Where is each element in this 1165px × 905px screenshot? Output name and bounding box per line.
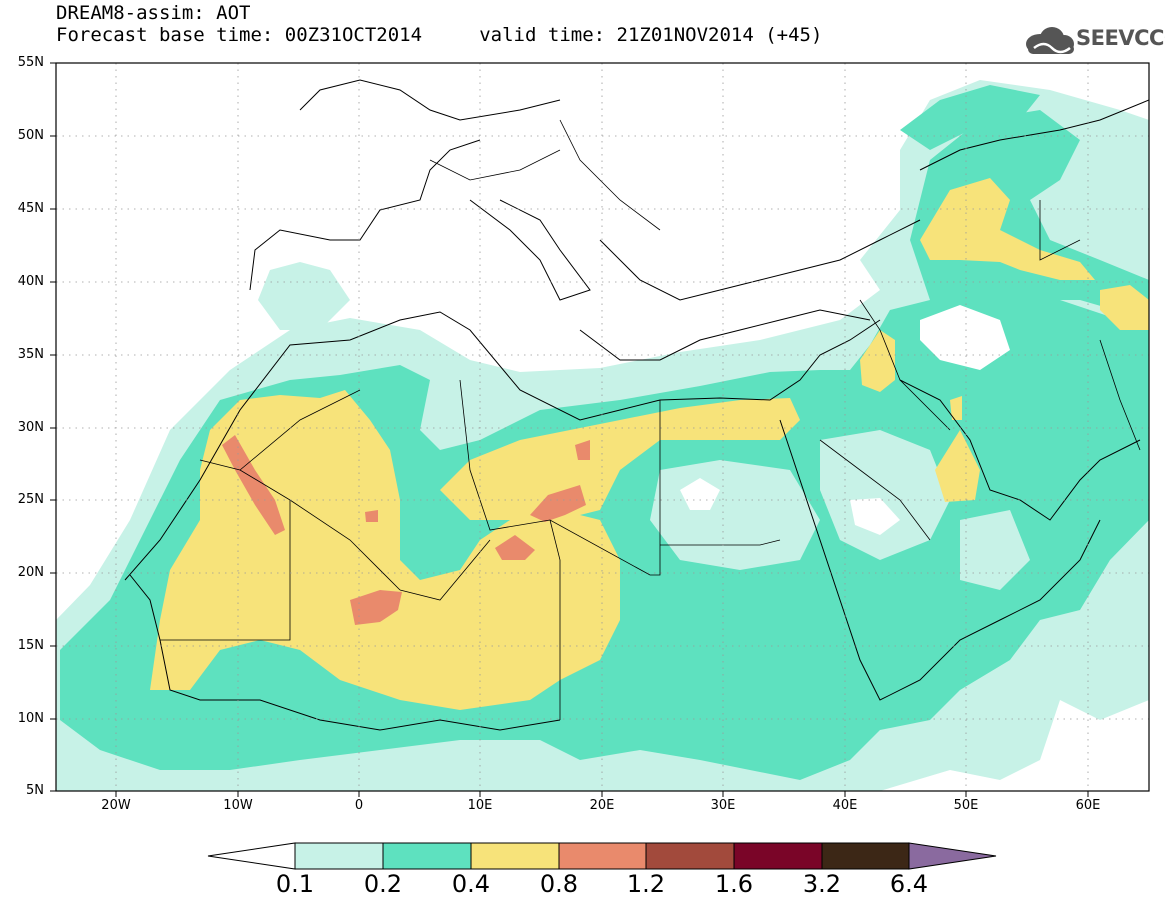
coastlines: [124, 79, 1149, 731]
colorbar-cell: [382, 842, 472, 870]
lon-label: 60E: [1075, 798, 1101, 813]
colorbar-cell: [558, 842, 647, 870]
lat-label: 25N: [17, 492, 44, 507]
lon-label: 40E: [832, 798, 858, 813]
lon-label: 10E: [467, 798, 493, 813]
colorbar-cell: [821, 842, 910, 870]
lat-label: 50N: [17, 128, 44, 143]
cloud-icon: [1026, 27, 1074, 54]
colorbar-label: 0.4: [451, 870, 491, 898]
lat-label: 5N: [26, 783, 44, 798]
colorbar-label: 0.1: [275, 870, 315, 898]
lat-label: 20N: [17, 565, 44, 580]
colorbar-cell: [645, 842, 735, 870]
lat-label: 30N: [17, 420, 44, 435]
logo-text: SEEVCCC: [1076, 26, 1165, 50]
grid-lines: [56, 63, 1149, 791]
lat-label: 10N: [17, 711, 44, 726]
lat-label: 40N: [17, 274, 44, 289]
colorbar-label: 1.6: [714, 870, 754, 898]
colorbar-cell: [733, 842, 823, 870]
forecast-time-line: Forecast base time: 00Z31OCT2014 valid t…: [56, 24, 823, 46]
lat-label: 45N: [17, 201, 44, 216]
map-title: DREAM8-assim: AOT: [56, 2, 251, 24]
colorbar: [207, 842, 997, 870]
lon-label: 20E: [589, 798, 615, 813]
colorbar-label: 3.2: [802, 870, 842, 898]
lat-label: 55N: [17, 55, 44, 70]
colorbar-label: 6.4: [889, 870, 929, 898]
lon-label: 20W: [101, 798, 131, 813]
colorbar-label: 0.2: [363, 870, 403, 898]
colorbar-label: 1.2: [626, 870, 666, 898]
lon-label: 0: [354, 798, 364, 813]
lon-label: 10W: [223, 798, 253, 813]
colorbar-cell: [294, 842, 384, 870]
country-borders: [160, 119, 1141, 720]
colorbar-cell-under: [207, 842, 296, 870]
lon-label: 50E: [953, 798, 979, 813]
aot-field: [56, 80, 1149, 791]
axis-ticks: [50, 62, 1089, 797]
colorbar-cell-over: [908, 842, 997, 870]
lon-label: 30E: [710, 798, 736, 813]
map-frame: [55, 62, 1150, 792]
colorbar-cell: [470, 842, 560, 870]
lat-label: 35N: [17, 347, 44, 362]
lat-label: 15N: [17, 638, 44, 653]
colorbar-label: 0.8: [539, 870, 579, 898]
